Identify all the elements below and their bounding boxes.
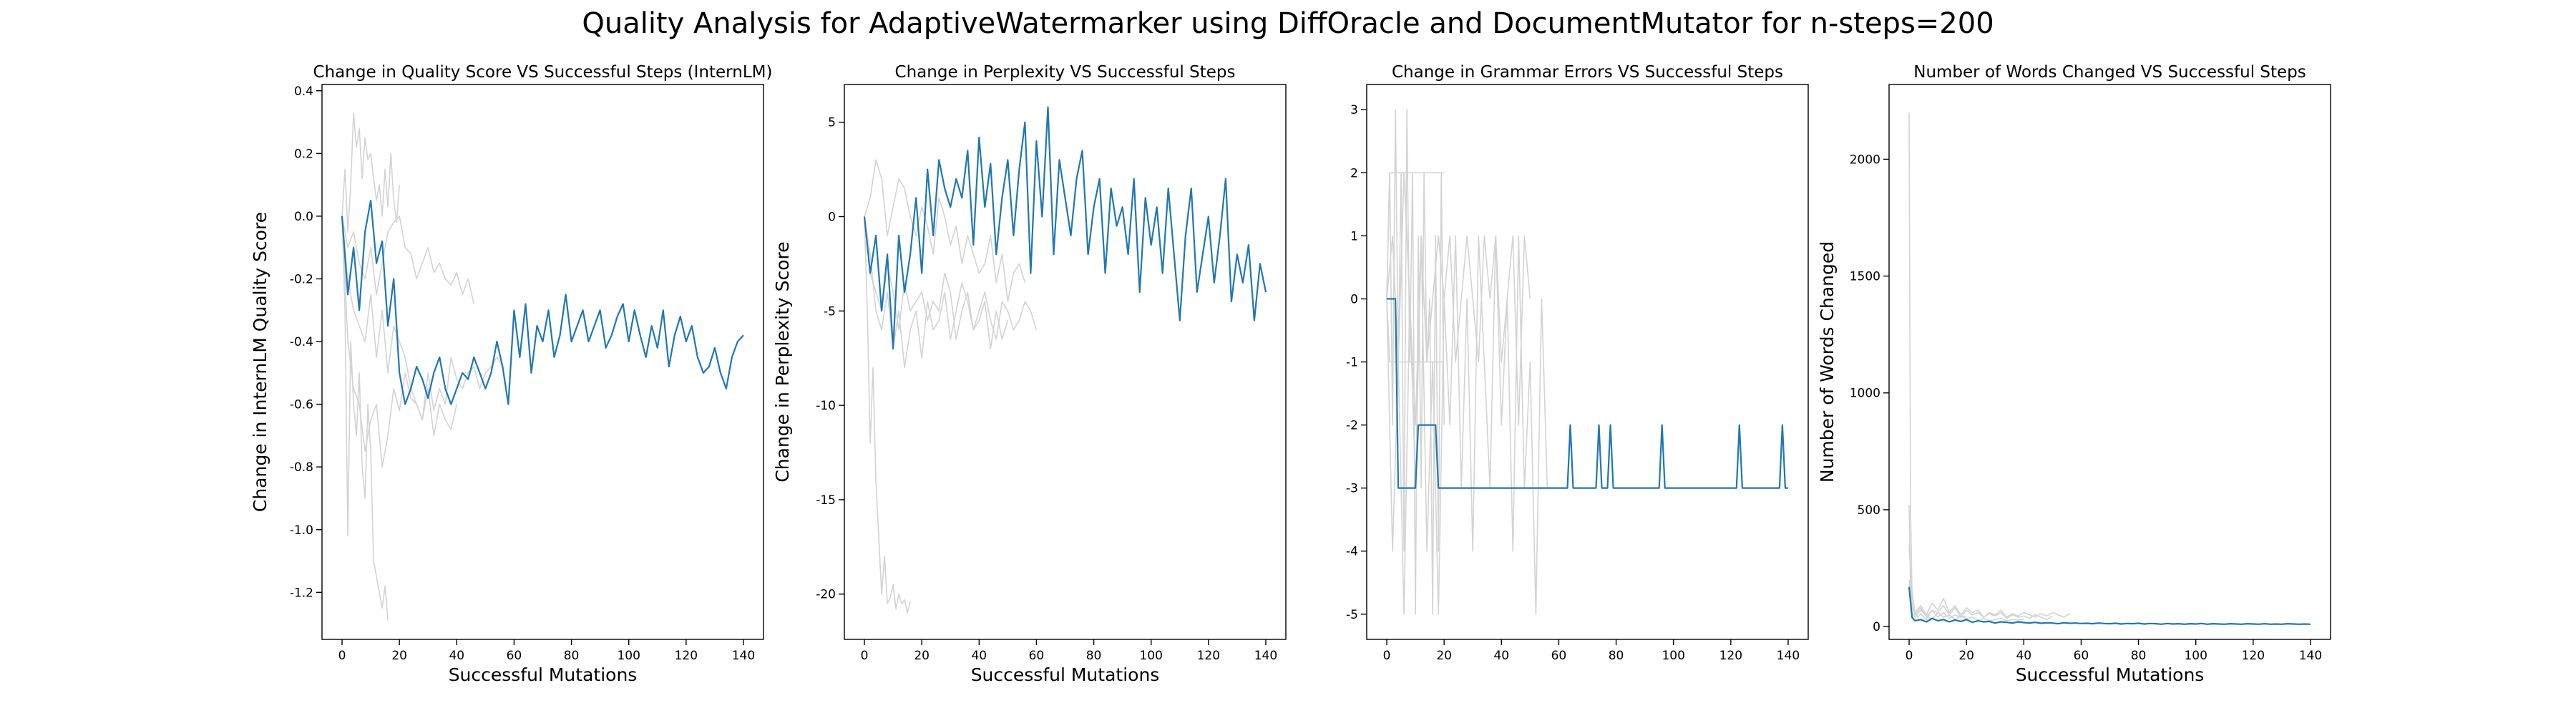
- y-tick-label: -2: [1346, 419, 1358, 433]
- y-tick-label: 1500: [1850, 270, 1880, 284]
- y-tick-label: -10: [816, 399, 836, 413]
- x-tick-label: 60: [1029, 649, 1045, 663]
- main-series-line: [1908, 586, 2311, 625]
- y-tick-label: 0: [1873, 620, 1880, 634]
- x-tick-label: 100: [1662, 649, 1684, 663]
- y-tick-label: 2: [1350, 166, 1358, 180]
- x-tick-label: 0: [861, 649, 869, 663]
- x-tick-label: 0: [1906, 649, 1913, 663]
- x-tick-label: 120: [2242, 649, 2265, 663]
- x-tick-label: 20: [1958, 649, 1974, 663]
- x-tick-label: 80: [1086, 649, 1102, 663]
- y-tick-label: -20: [816, 588, 836, 602]
- grey-series-line: [341, 216, 458, 437]
- subplot-4: 0 20 40 60 80 100 120 140 0 500 1000 1500 2000 Number…: [1817, 63, 2331, 685]
- grey-series-line: [864, 159, 1026, 302]
- x-tick-label: 20: [914, 649, 930, 663]
- x-tick-label: 140: [732, 649, 755, 663]
- y-tick-label: -5: [824, 304, 836, 319]
- y-tick-label: 1: [1350, 229, 1358, 243]
- y-tick-label: -0.8: [290, 460, 313, 475]
- x-tick-label: 120: [675, 649, 698, 663]
- grey-series-line: [1908, 505, 2070, 618]
- x-tick-label: 40: [971, 649, 987, 663]
- x-axis-label: Successful Mutations: [449, 664, 638, 685]
- grey-series-line: [1908, 112, 1967, 621]
- y-tick-label: -1.2: [290, 586, 313, 600]
- x-tick-label: 20: [391, 649, 407, 663]
- y-tick-label: -4: [1346, 545, 1358, 559]
- subplot-title: Change in Perplexity VS Successful Steps: [895, 63, 1236, 82]
- subplot-3: 0 20 40 60 80 100 120 140 -5 -4 -3 -2 -1 0 1 2 3 Change i…: [1346, 63, 1809, 663]
- x-tick-label: 100: [2184, 649, 2207, 663]
- x-tick-label: 100: [1139, 649, 1162, 663]
- x-tick-label: 60: [507, 649, 522, 663]
- x-tick-label: 140: [1254, 649, 1277, 663]
- x-tick-label: 60: [1551, 649, 1567, 663]
- x-tick-label: 140: [1777, 649, 1800, 663]
- y-axis-label: Change in Perplexity Score: [772, 241, 793, 482]
- y-tick-label: 0: [1350, 292, 1358, 306]
- x-tick-label: 40: [2016, 649, 2031, 663]
- y-tick-label: 1000: [1850, 387, 1880, 401]
- x-tick-label: 0: [1383, 649, 1391, 663]
- y-tick-label: -1: [1346, 356, 1358, 370]
- y-tick-label: 0.0: [294, 210, 313, 224]
- axes-frame: [1888, 84, 2331, 640]
- subplot-1: 0 20 40 60 80 100 120 140 -1.2 -1.0 -0.8 -0.6 -0.4 -0…: [250, 63, 772, 685]
- y-axis-label: Change in InternLM Quality Score: [250, 212, 270, 512]
- y-tick-label: -15: [816, 493, 836, 508]
- y-tick-label: -0.6: [290, 398, 313, 412]
- y-tick-label: 5: [828, 116, 836, 130]
- y-tick-label: 500: [1858, 503, 1880, 518]
- x-tick-label: 40: [449, 649, 464, 663]
- x-tick-label: 0: [338, 649, 346, 663]
- grey-series-line: [1908, 579, 2024, 621]
- x-axis-label: Successful Mutations: [2016, 664, 2205, 685]
- grey-series-line: [341, 216, 389, 621]
- x-tick-label: 80: [1609, 649, 1624, 663]
- grey-series-line: [864, 216, 911, 614]
- x-tick-label: 120: [1719, 649, 1742, 663]
- y-tick-label: -0.4: [290, 335, 313, 349]
- subplot-title: Change in Grammar Errors VS Successful S…: [1392, 63, 1783, 82]
- y-tick-label: -1.0: [290, 523, 313, 538]
- subplot-2: 0 20 40 60 80 100 120 140 -20 -15 -10 -5 0 5 Change in…: [772, 63, 1287, 685]
- main-series-line: [1387, 298, 1788, 489]
- x-tick-label: 140: [2299, 649, 2322, 663]
- axes-frame: [321, 84, 764, 640]
- grey-series-line: [341, 216, 504, 468]
- subplot-title: Change in Quality Score VS Successful St…: [313, 63, 773, 82]
- y-tick-label: -3: [1346, 482, 1358, 496]
- main-series-line: [863, 106, 1267, 350]
- y-tick-label: 2000: [1850, 153, 1880, 167]
- grey-series-line: [1386, 172, 1531, 426]
- x-tick-label: 80: [2131, 649, 2147, 663]
- y-tick-label: 0.4: [294, 84, 313, 99]
- x-tick-label: 60: [2074, 649, 2089, 663]
- grey-series-line: [1386, 172, 1445, 299]
- y-tick-label: 0: [828, 211, 836, 225]
- y-tick-label: -0.2: [290, 272, 313, 286]
- x-tick-label: 120: [1197, 649, 1220, 663]
- grey-series-line: [341, 112, 400, 233]
- x-tick-label: 20: [1436, 649, 1452, 663]
- x-axis-label: Successful Mutations: [971, 664, 1160, 685]
- grey-series-line: [341, 216, 475, 304]
- y-tick-label: -5: [1346, 608, 1358, 622]
- figure-title: Quality Analysis for AdaptiveWatermarker…: [582, 7, 1994, 40]
- main-series-line: [341, 199, 744, 405]
- x-tick-label: 40: [1493, 649, 1509, 663]
- grey-series-line: [864, 216, 1009, 349]
- subplot-title: Number of Words Changed VS Successful St…: [1913, 63, 2306, 82]
- grey-series-line: [1908, 544, 2053, 621]
- y-axis-label: Number of Words Changed: [1817, 241, 1838, 483]
- grey-series-line: [1386, 235, 1548, 615]
- x-tick-label: 100: [617, 649, 640, 663]
- y-tick-label: 3: [1350, 103, 1358, 117]
- x-tick-label: 80: [564, 649, 580, 663]
- y-tick-label: 0.2: [294, 147, 313, 161]
- axes-frame: [844, 84, 1287, 640]
